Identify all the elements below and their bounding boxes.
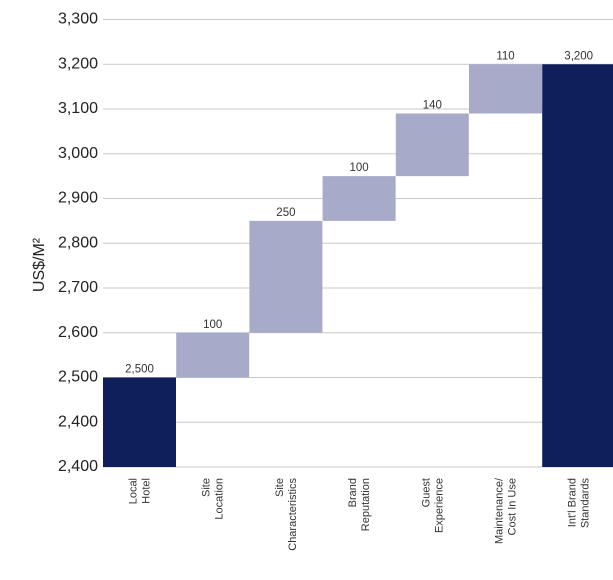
x-axis-ticks: LocalHotel SiteLocation SiteCharacteristic… <box>128 477 592 551</box>
increment-bar <box>469 64 542 114</box>
data-label: 250 <box>276 207 295 219</box>
data-label: 3,200 <box>564 50 593 62</box>
bars <box>103 64 613 467</box>
x-tick-label-line: Site <box>201 478 213 497</box>
y-tick-label: 3,000 <box>58 145 98 162</box>
y-tick-label: 2,800 <box>58 234 98 251</box>
data-labels: 2,500 100 250 100 140 110 3,200 <box>125 50 593 375</box>
y-tick-label: 2,900 <box>58 190 98 207</box>
x-tick-label-line: Cost In Use <box>507 478 519 535</box>
x-tick-label: BrandReputation <box>347 478 372 531</box>
x-tick-label-line: Experience <box>433 478 445 533</box>
y-tick-label: 3,200 <box>58 55 98 72</box>
increment-bar <box>176 332 250 378</box>
x-tick-label-line: Location <box>214 478 226 520</box>
y-tick-label: 2,400 <box>58 413 98 430</box>
y-axis-label: US$/M² <box>31 237 48 292</box>
y-tick-label: 3,100 <box>58 100 98 117</box>
x-tick-label: Maintenance/Cost In Use <box>494 477 519 544</box>
data-label: 2,500 <box>125 364 154 376</box>
x-tick-label-line: Maintenance/ <box>494 477 506 544</box>
total-bar <box>103 377 176 467</box>
x-tick-label-line: Int'l Brand <box>567 478 579 527</box>
x-tick-label-line: Site <box>274 478 286 497</box>
x-tick-label: SiteCharacteristics <box>274 478 299 551</box>
data-label: 140 <box>423 99 442 111</box>
x-tick-label-line: Local <box>128 478 140 504</box>
increment-bar <box>322 176 396 221</box>
data-label: 100 <box>203 319 222 331</box>
data-label: 100 <box>350 162 369 174</box>
data-label: 110 <box>496 50 514 62</box>
increment-bar <box>395 113 469 177</box>
y-axis-ticks: 2,400 2,400 2,500 2,600 2,700 2,800 2,900 3,000… <box>58 11 98 476</box>
y-tick-label: 2,700 <box>58 279 98 296</box>
y-tick-label: 2,600 <box>58 324 98 341</box>
x-tick-label-line: Guest <box>420 478 432 507</box>
total-bar <box>542 64 613 467</box>
x-tick-label-line: Standards <box>580 478 592 529</box>
y-tick-label: 2,500 <box>58 369 98 386</box>
increment-bar <box>249 220 323 333</box>
y-tick-label: 3,300 <box>58 11 98 28</box>
x-tick-label-line: Characteristics <box>287 478 299 551</box>
x-tick-label: GuestExperience <box>420 478 445 533</box>
x-tick-label-line: Hotel <box>141 478 153 504</box>
x-tick-label: LocalHotel <box>128 478 153 504</box>
y-tick-label: 2,400 <box>58 458 98 475</box>
x-tick-label: Int'l BrandStandards <box>567 478 592 529</box>
x-tick-label-line: Brand <box>347 478 359 507</box>
x-tick-label: SiteLocation <box>201 478 226 520</box>
x-tick-label-line: Reputation <box>360 478 372 531</box>
